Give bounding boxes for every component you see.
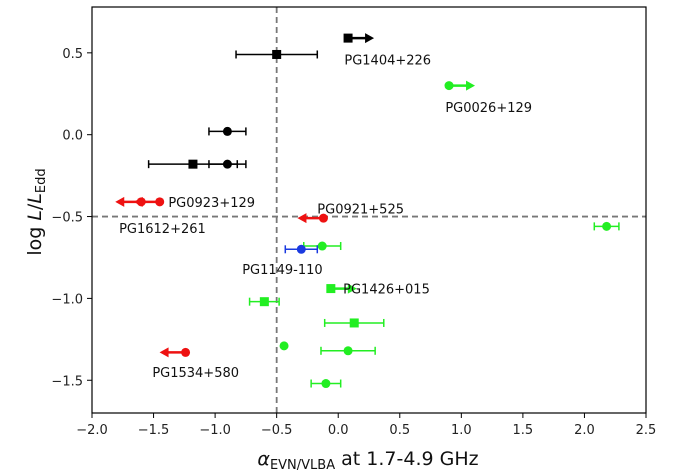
x-axis-title: αEVN/VLBA at 1.7-4.9 GHz	[257, 448, 478, 473]
limit-arrow-head	[159, 347, 169, 358]
limit-arrow-head	[466, 80, 476, 91]
limit-arrow-head	[297, 213, 307, 224]
point-annotations: PG1404+226 PG0026+129 PG0923+129 PG0921+525…	[119, 53, 532, 381]
x-tick-label: −2.0	[76, 423, 108, 438]
y-axis-subscript: Edd	[34, 168, 49, 193]
circle-marker	[444, 81, 454, 91]
data-point	[593, 221, 620, 231]
circle-marker	[279, 341, 289, 351]
y-axis-l1: L	[24, 210, 46, 221]
y-tick-label: −1.0	[51, 292, 83, 307]
x-axis-symbol: α	[257, 448, 270, 470]
limit-arrow-head	[347, 283, 357, 294]
data-point	[444, 80, 476, 91]
x-tick-label: −0.5	[261, 423, 293, 438]
square-marker	[326, 284, 336, 294]
circle-marker	[317, 241, 327, 251]
circle-marker	[222, 126, 232, 136]
data-point	[235, 49, 319, 59]
data-point	[208, 126, 247, 136]
limit-arrow-head	[115, 196, 125, 207]
data-point	[343, 33, 375, 44]
y-axis-slash: /	[24, 203, 46, 210]
limit-arrow-head	[365, 33, 375, 44]
x-axis-subscript: EVN/VLBA	[270, 458, 335, 473]
y-tick-label: 0.0	[62, 129, 83, 144]
x-tick-label: −1.5	[138, 423, 170, 438]
x-tick-label: 1.5	[513, 423, 534, 438]
data-point	[115, 196, 146, 207]
data-point	[297, 213, 328, 224]
y-tick-label: −0.5	[51, 211, 83, 226]
circle-marker	[181, 347, 191, 357]
circle-marker	[296, 244, 306, 254]
square-marker	[272, 49, 282, 59]
circle-marker	[321, 379, 331, 389]
plot-frame	[91, 6, 647, 414]
point-annotation: PG1149-110	[242, 263, 323, 278]
data-point	[326, 283, 357, 294]
point-annotation: PG1404+226	[344, 53, 431, 68]
circle-marker	[155, 197, 165, 207]
y-tick-label: 0.5	[62, 47, 83, 62]
y-tick-label: −1.5	[51, 374, 83, 389]
data-point	[208, 159, 247, 169]
point-annotation: PG1534+580	[152, 366, 239, 381]
point-annotation: PG1612+261	[119, 222, 206, 237]
circle-marker	[602, 221, 612, 231]
x-axis-rest: at 1.7-4.9 GHz	[335, 448, 479, 470]
x-tick-label: 1.0	[451, 423, 472, 438]
data-point	[248, 297, 280, 307]
data-point	[323, 318, 385, 328]
plot-axes: −2.0 −1.5 −1.0 −0.5 0.0 0.5 1.0 1.5 2.0 2.5 −1.5 −1…	[51, 6, 657, 438]
square-marker	[343, 33, 353, 43]
circle-marker	[136, 197, 146, 207]
point-annotation: PG1426+015	[343, 283, 430, 298]
y-axis-prefix: log	[24, 221, 46, 256]
data-point	[320, 346, 376, 356]
x-tick-label: −1.0	[199, 423, 231, 438]
x-tick-label: 0.0	[328, 423, 349, 438]
circle-marker	[343, 346, 353, 356]
data-point	[159, 347, 191, 358]
data-points	[115, 33, 620, 389]
data-point	[310, 379, 342, 389]
square-marker	[259, 297, 269, 307]
y-axis-l2: L	[24, 193, 46, 204]
circle-marker	[318, 213, 328, 223]
point-annotation: PG0921+525	[317, 202, 404, 217]
x-tick-label: 0.5	[389, 423, 410, 438]
data-point	[284, 244, 319, 254]
x-tick-label: 2.0	[574, 423, 595, 438]
y-axis-title: log L/LEdd	[24, 168, 49, 255]
data-point	[279, 341, 289, 351]
point-annotation: PG0026+129	[445, 101, 532, 116]
point-annotation: PG0923+129	[168, 196, 255, 211]
square-marker	[349, 318, 359, 328]
circle-marker	[222, 159, 232, 169]
square-marker	[188, 159, 198, 169]
x-tick-label: 2.5	[636, 423, 657, 438]
